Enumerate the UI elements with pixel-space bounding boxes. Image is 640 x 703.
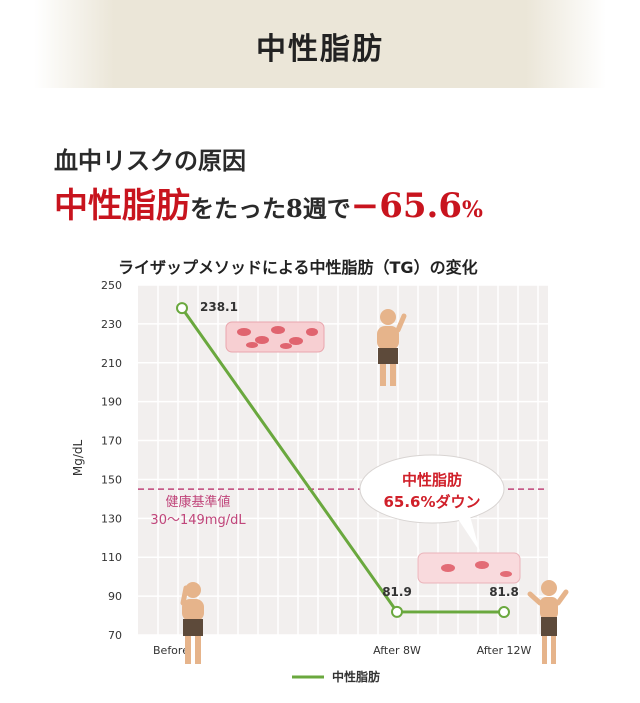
callout-line2: 65.6%ダウン bbox=[383, 493, 480, 511]
y-tick-label: 70 bbox=[108, 629, 122, 642]
x-tick-label: Before bbox=[153, 644, 189, 657]
person-after-illustration bbox=[527, 580, 569, 664]
y-tick-label: 230 bbox=[101, 318, 122, 331]
y-tick-label: 110 bbox=[101, 551, 122, 564]
legend-label: 中性脂肪 bbox=[332, 669, 380, 684]
banner-title: 中性脂肪 bbox=[256, 32, 384, 67]
x-ticks: Before After 8W After 12W bbox=[153, 644, 532, 657]
data-point bbox=[176, 302, 188, 315]
data-point bbox=[498, 606, 510, 619]
data-point bbox=[391, 605, 403, 618]
y-tick-label: 190 bbox=[101, 396, 122, 409]
series-layer: 238.1 81.9 81.8 bbox=[176, 300, 519, 619]
chart-title: ライザップメソッドによる中性脂肪（TG）の変化 bbox=[118, 258, 478, 277]
data-label: 238.1 bbox=[200, 300, 238, 314]
data-label: 81.8 bbox=[489, 585, 519, 599]
headline-red-text: 中性脂肪 bbox=[54, 186, 190, 226]
callout-bubble bbox=[359, 454, 505, 552]
data-label: 81.9 bbox=[382, 585, 412, 599]
headline-unit: % bbox=[462, 197, 483, 223]
blood-vessel-high-illustration bbox=[225, 321, 325, 353]
reference-label-line1: 健康基準値 bbox=[165, 494, 230, 510]
y-tick-label: 130 bbox=[101, 512, 122, 525]
y-tick-label: 150 bbox=[101, 473, 122, 486]
headline: 中性脂肪をたった8週で−65.6% bbox=[54, 178, 483, 227]
y-ticks: 70 90 110 130 150 170 190 210 230 250 bbox=[101, 279, 122, 642]
callout-line1: 中性脂肪 bbox=[402, 471, 462, 489]
y-tick-label: 90 bbox=[108, 590, 122, 603]
title-banner: 中性脂肪 bbox=[34, 0, 606, 88]
x-tick-label: After 8W bbox=[373, 644, 421, 657]
y-tick-label: 210 bbox=[101, 357, 122, 370]
subheading: 血中リスクの原因 bbox=[54, 146, 246, 175]
headline-value: −65.6 bbox=[350, 186, 462, 226]
y-tick-label: 250 bbox=[101, 279, 122, 292]
headline-middle-text: をたった8週で bbox=[190, 194, 351, 223]
y-tick-label: 170 bbox=[101, 435, 122, 448]
person-before-left-illustration bbox=[180, 582, 204, 664]
reference-label-line2: 30〜149mg/dL bbox=[150, 513, 246, 528]
x-tick-label: After 12W bbox=[477, 644, 532, 657]
person-before-illustration bbox=[377, 309, 407, 386]
y-axis-label: Mg/dL bbox=[71, 440, 85, 477]
blood-vessel-low-illustration bbox=[417, 552, 521, 584]
